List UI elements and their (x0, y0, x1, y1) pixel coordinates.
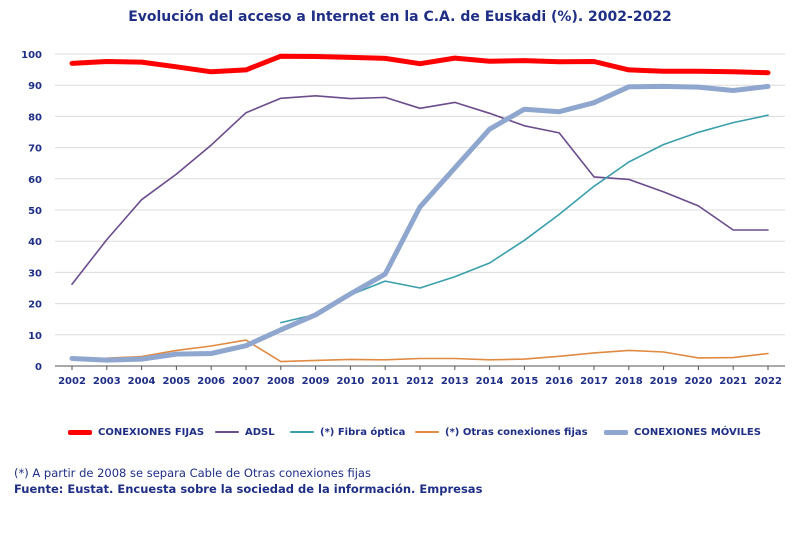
x-tick-label: 2010 (336, 376, 364, 387)
x-tick-label: 2003 (93, 376, 121, 387)
x-tick-label: 2019 (650, 376, 678, 387)
footnote: (*) A partir de 2008 se separa Cable de … (14, 466, 371, 480)
x-tick-label: 2021 (719, 376, 747, 387)
legend-swatch (604, 429, 628, 435)
legend-item-conexiones-fijas: CONEXIONES FIJAS (68, 424, 204, 440)
y-tick-label: 100 (21, 50, 42, 61)
x-tick-label: 2017 (580, 376, 608, 387)
series-line-adsl (71, 95, 769, 286)
legend-label: CONEXIONES FIJAS (98, 426, 205, 438)
x-tick-label: 2004 (128, 376, 156, 387)
x-tick-label: 2020 (684, 376, 712, 387)
x-tick-label: 2013 (441, 376, 469, 387)
y-tick-label: 10 (28, 331, 42, 342)
chart-title: Evolución del acceso a Internet en la C.… (128, 9, 672, 25)
legend-swatch (415, 431, 439, 433)
legend-item-adsl: ADSL (215, 424, 275, 440)
x-tick-label: 2005 (162, 376, 190, 387)
chart-notes: (*) A partir de 2008 se separa Cable de … (14, 465, 482, 497)
y-tick-label: 30 (28, 268, 42, 279)
y-tick-label: 90 (28, 81, 42, 92)
y-tick-label: 40 (28, 237, 42, 248)
series-line-otras-conexiones-fijas (71, 339, 769, 363)
legend-swatch (68, 429, 92, 435)
legend-label: CONEXIONES MÓVILES (634, 426, 761, 438)
x-tick-label: 2022 (754, 376, 782, 387)
x-tick-label: 2002 (58, 376, 86, 387)
x-tick-label: 2006 (197, 376, 225, 387)
x-tick-label: 2008 (267, 376, 295, 387)
y-tick-label: 0 (35, 362, 42, 373)
y-tick-label: 20 (28, 300, 42, 311)
legend-label: ADSL (245, 426, 275, 438)
legend-label: (*) Fibra óptica (320, 426, 406, 438)
legend-swatch (215, 431, 239, 433)
y-tick-label: 70 (28, 144, 42, 155)
legend-item-conexiones-m-viles: CONEXIONES MÓVILES (604, 424, 761, 440)
x-tick-label: 2009 (302, 376, 330, 387)
series-line-conexiones-fijas (69, 53, 771, 76)
legend-item-fibra-ptica: (*) Fibra óptica (290, 424, 405, 440)
y-tick-label: 50 (28, 206, 42, 217)
x-tick-label: 2015 (510, 376, 538, 387)
x-tick-label: 2016 (545, 376, 573, 387)
x-tick-label: 2011 (371, 376, 399, 387)
legend-item-otras-conexiones-fijas: (*) Otras conexiones fijas (415, 424, 588, 440)
y-tick-label: 60 (28, 175, 42, 186)
line-chart: 0 10 20 30 40 50 60 70 80 90 100 2002 2003 2004 2005 20… (21, 50, 785, 387)
y-tick-label: 80 (28, 112, 42, 123)
legend-label: (*) Otras conexiones fijas (445, 426, 588, 438)
series-line-fibra-ptica (280, 114, 769, 324)
x-tick-label: 2014 (476, 376, 504, 387)
legend-swatch (290, 431, 314, 433)
x-tick-label: 2018 (615, 376, 643, 387)
series-line-conexiones-m-viles (69, 83, 771, 363)
source-note: Fuente: Eustat. Encuesta sobre la socied… (14, 482, 483, 496)
x-tick-label: 2012 (406, 376, 434, 387)
x-tick-label: 2007 (232, 376, 260, 387)
